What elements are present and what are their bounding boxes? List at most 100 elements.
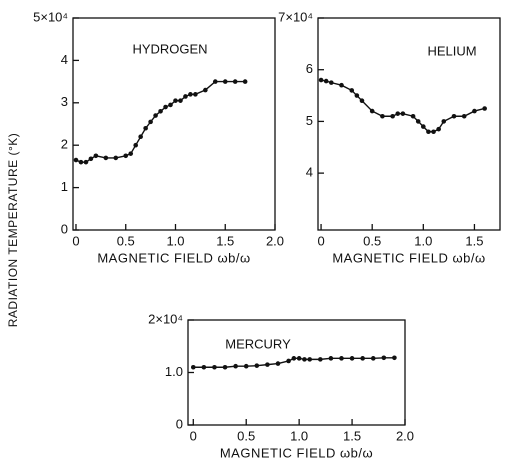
data-point <box>441 119 447 124</box>
data-point <box>390 113 395 119</box>
data-point <box>254 363 260 368</box>
data-line <box>75 80 246 163</box>
data-point <box>190 364 196 370</box>
data-point <box>323 78 329 84</box>
data-point <box>291 356 297 361</box>
x-tick-label: 1.0 <box>414 233 432 248</box>
data-point <box>318 357 323 362</box>
data-point <box>153 113 158 118</box>
data-point <box>431 129 436 135</box>
data-point <box>163 104 168 110</box>
data-point <box>380 113 385 119</box>
data-point <box>349 88 355 93</box>
panel-annotation: HYDROGEN <box>132 41 207 56</box>
plot-frame <box>72 17 276 231</box>
data-point <box>354 93 360 98</box>
data-point <box>302 357 307 362</box>
x-tick-label: 0 <box>317 233 324 248</box>
data-point <box>392 355 397 361</box>
x-axis-label: MAGNETIC FIELD ωb/ω <box>332 250 485 265</box>
data-point <box>426 129 431 135</box>
data-point <box>88 156 94 162</box>
data-point <box>328 356 334 361</box>
data-point <box>275 361 281 366</box>
data-point <box>168 102 173 108</box>
y-tick-label: 4 <box>61 52 68 67</box>
x-tick-label: 0.5 <box>237 428 255 443</box>
data-point <box>93 153 99 159</box>
x-tick-label: 0 <box>72 233 79 248</box>
data-point <box>415 119 421 124</box>
y-tick-label: 0 <box>61 221 68 236</box>
data-point <box>83 159 89 165</box>
x-tick-label: 0 <box>190 428 197 443</box>
data-point <box>178 98 183 103</box>
data-point <box>113 155 119 161</box>
data-point <box>138 134 143 140</box>
data-point <box>133 142 138 148</box>
data-point <box>400 111 406 116</box>
y-tick-label: 0 <box>176 416 183 431</box>
x-tick-label: 1.5 <box>343 428 361 443</box>
x-axis-label: MAGNETIC FIELD ωb/ω <box>220 445 373 460</box>
y-axis-label: RADIATION TEMPERATURE (°K) <box>6 133 20 327</box>
data-point <box>201 364 207 370</box>
data-point <box>482 106 487 111</box>
data-point <box>242 79 248 84</box>
data-point <box>370 356 376 361</box>
data-point <box>318 77 324 83</box>
y-tick-label: 5×10⁴ <box>33 9 68 24</box>
data-point <box>360 356 365 361</box>
y-tick-label: 1.0 <box>165 364 183 379</box>
data-point <box>103 155 109 161</box>
data-point <box>339 356 344 361</box>
data-point <box>436 126 441 132</box>
x-axis-label: MAGNETIC FIELD ωb/ω <box>97 250 250 265</box>
data-point <box>212 364 217 370</box>
data-point <box>188 92 193 97</box>
y-tick-label: 5 <box>306 113 313 128</box>
panel-annotation: MERCURY <box>225 336 291 351</box>
y-tick-label: 2×10⁴ <box>148 311 183 326</box>
data-point <box>123 153 129 159</box>
data-point <box>78 159 84 165</box>
x-tick-label: 1.0 <box>166 233 184 248</box>
data-point <box>128 151 134 156</box>
data-point <box>339 82 344 88</box>
x-tick-label: 1.0 <box>290 428 308 443</box>
data-point <box>369 108 375 114</box>
data-point <box>349 356 355 361</box>
data-point <box>359 98 365 104</box>
data-line <box>193 357 395 368</box>
data-point <box>183 94 188 99</box>
x-tick-label: 0.5 <box>363 233 381 248</box>
x-tick-label: 1.5 <box>465 233 483 248</box>
y-tick-label: 4 <box>306 165 313 180</box>
data-point <box>328 80 334 85</box>
y-tick-label: 3 <box>61 94 68 109</box>
data-point <box>296 356 302 361</box>
data-point <box>421 124 426 129</box>
data-point <box>451 113 457 119</box>
data-point <box>73 157 79 163</box>
data-point <box>158 108 163 114</box>
data-point <box>395 111 401 116</box>
plot-frame <box>317 17 501 231</box>
y-tick-label: 7×10⁴ <box>278 9 313 24</box>
data-point <box>193 92 198 97</box>
data-point <box>461 113 467 119</box>
x-tick-label: 2.0 <box>396 428 414 443</box>
data-point <box>143 125 148 131</box>
data-line <box>320 79 485 133</box>
data-point <box>212 79 218 84</box>
y-tick-label: 1 <box>61 179 68 194</box>
data-point <box>265 362 270 367</box>
data-point <box>232 79 238 84</box>
x-tick-label: 2.0 <box>266 233 284 248</box>
data-point <box>381 355 387 361</box>
data-point <box>222 79 228 84</box>
data-point <box>243 363 249 369</box>
data-point <box>472 108 477 114</box>
y-tick-label: 6 <box>306 61 313 76</box>
